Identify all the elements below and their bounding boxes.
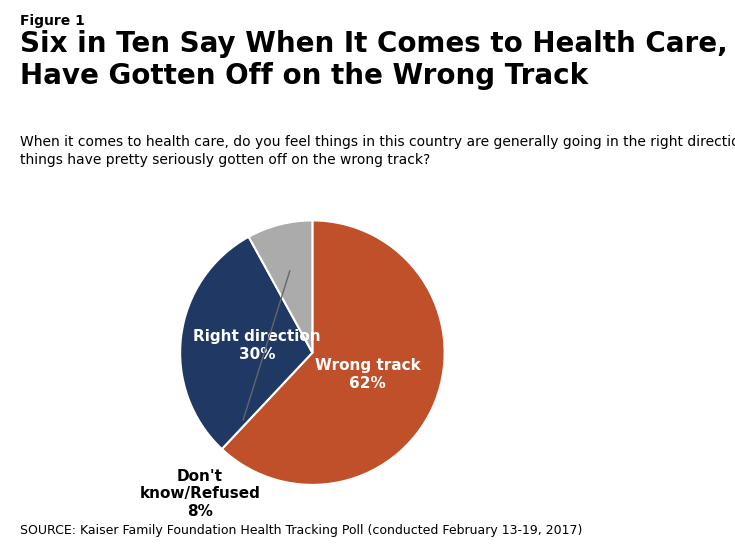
Text: Don't
know/Refused
8%: Don't know/Refused 8%	[140, 469, 260, 519]
Text: When it comes to health care, do you feel things in this country are generally g: When it comes to health care, do you fee…	[20, 135, 735, 167]
Text: Wrong track
62%: Wrong track 62%	[315, 358, 420, 391]
Text: THE HENRY J.
KAISER
FAMILY
FOUNDATION: THE HENRY J. KAISER FAMILY FOUNDATION	[645, 494, 703, 539]
Text: Right direction
30%: Right direction 30%	[193, 329, 321, 362]
Text: SOURCE: Kaiser Family Foundation Health Tracking Poll (conducted February 13-19,: SOURCE: Kaiser Family Foundation Health …	[20, 524, 582, 537]
Wedge shape	[248, 220, 312, 353]
Wedge shape	[222, 220, 445, 485]
Text: Six in Ten Say When It Comes to Health Care, Things in U.S.
Have Gotten Off on t: Six in Ten Say When It Comes to Health C…	[20, 30, 735, 90]
Text: Figure 1: Figure 1	[20, 14, 85, 28]
Wedge shape	[180, 237, 312, 449]
